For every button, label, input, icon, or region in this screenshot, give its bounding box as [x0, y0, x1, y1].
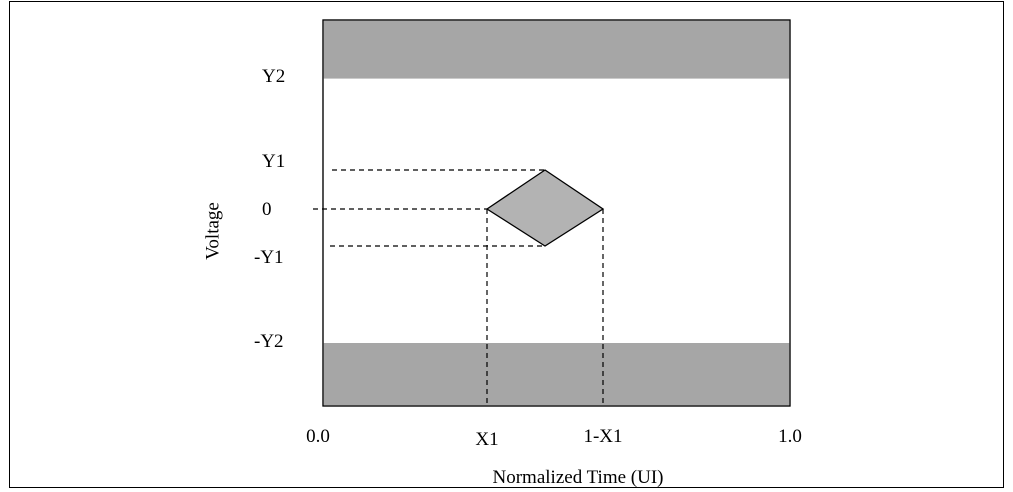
- x1-label: X1: [475, 429, 499, 450]
- y1-label: Y1: [262, 151, 286, 172]
- x-end-label: 1.0: [778, 426, 802, 447]
- eye-mask-diagram: [313, 19, 791, 407]
- x-axis-title: Normalized Time (UI): [492, 467, 664, 488]
- upper-mask-region: [323, 20, 790, 79]
- center-diamond-mask: [485, 169, 605, 247]
- neg-y1-label: -Y1: [254, 247, 284, 268]
- one-minus-x1-label: 1-X1: [583, 426, 623, 447]
- y2-label: Y2: [262, 66, 286, 87]
- lower-mask-region: [323, 343, 790, 406]
- neg-y2-label: -Y2: [254, 331, 284, 352]
- eye-mask-figure: Y2 Y1 0 -Y1 -Y2 0.0 X1 1-X1 1.0 Voltage …: [9, 1, 1004, 488]
- y-axis-title: Voltage: [202, 202, 224, 260]
- plot-frame-outline: [322, 19, 791, 407]
- zero-label: 0: [262, 199, 272, 220]
- x-start-label: 0.0: [306, 426, 330, 447]
